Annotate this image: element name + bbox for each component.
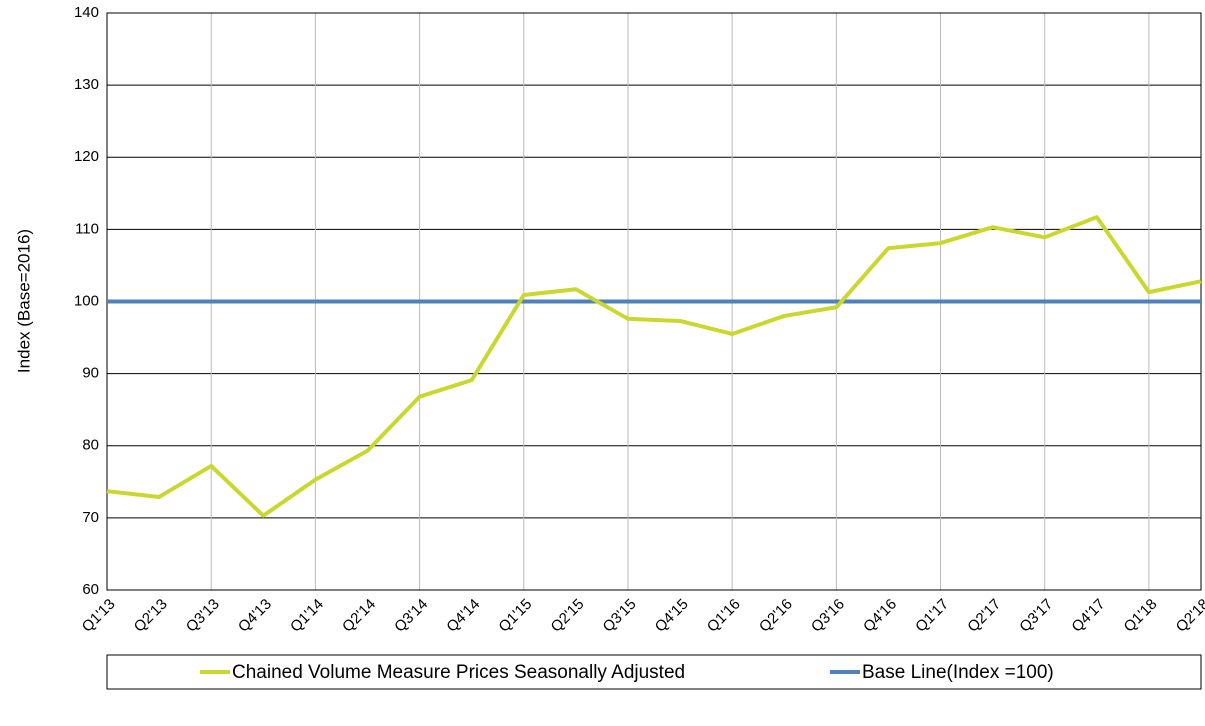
y-tick-label: 100 (74, 292, 99, 309)
x-tick-label: Q3'15 (600, 596, 640, 636)
x-tick-label: Q1'15 (495, 596, 535, 636)
x-tick-label: Q3'17 (1016, 596, 1056, 636)
x-tick-label: Q2'17 (964, 596, 1004, 636)
x-tick-label: Q4'14 (443, 596, 483, 636)
y-tick-label: 90 (82, 365, 99, 382)
x-tick-label: Q4'16 (860, 596, 900, 636)
x-tick-label: Q4'13 (235, 596, 275, 636)
x-tick-label: Q2'14 (339, 596, 379, 636)
y-tick-label: 120 (74, 148, 99, 165)
x-tick-label: Q2'13 (131, 596, 171, 636)
series-line (106, 215, 1202, 518)
x-tick-label: Q3'16 (808, 596, 848, 636)
x-tick-label: Q3'13 (183, 596, 223, 636)
legend-label: Base Line(Index =100) (862, 662, 1054, 683)
y-tick-label: 140 (74, 4, 99, 21)
y-tick-label: 110 (75, 220, 99, 237)
x-tick-label: Q4'15 (652, 596, 692, 636)
x-tick-label: Q3'14 (391, 596, 431, 636)
x-tick-label: Q2'18 (1173, 596, 1205, 636)
legend-box (106, 654, 1202, 690)
y-tick-label: 70 (82, 509, 99, 526)
x-tick-label: Q4'17 (1068, 596, 1108, 636)
x-tick-label: Q1'18 (1121, 596, 1161, 636)
y-tick-label: 60 (82, 581, 99, 598)
y-tick-label: 130 (74, 76, 99, 93)
x-tick-label: Q2'15 (547, 596, 587, 636)
x-tick-label: Q1'13 (79, 596, 119, 636)
x-tick-label: Q1'17 (912, 596, 952, 636)
legend-label: Chained Volume Measure Prices Seasonally… (232, 662, 685, 683)
y-axis-label: Index (Base=2016) (14, 229, 33, 373)
x-tick-label: Q1'14 (287, 596, 327, 636)
x-tick-label: Q1'16 (704, 596, 744, 636)
y-tick-label: 80 (82, 437, 99, 454)
x-tick-label: Q2'16 (756, 596, 796, 636)
